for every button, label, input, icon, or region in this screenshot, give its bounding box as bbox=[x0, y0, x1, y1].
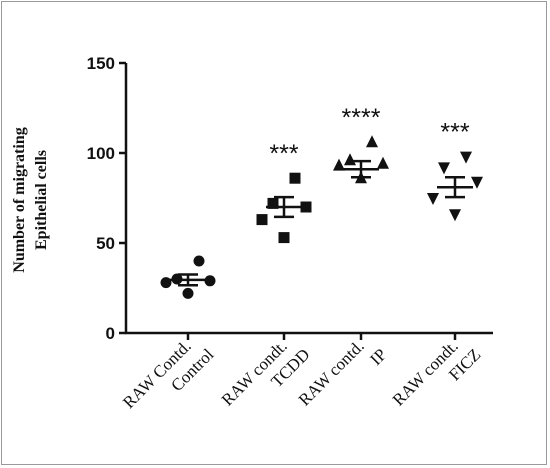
data-point-triangle-up bbox=[344, 153, 356, 166]
data-point-square bbox=[278, 232, 290, 244]
data-point-triangle-up bbox=[366, 135, 378, 148]
y-axis-title-line: Number of migrating bbox=[11, 127, 28, 272]
data-point-square bbox=[300, 201, 312, 213]
y-tick-label: 100 bbox=[87, 144, 115, 163]
data-point-triangle-down bbox=[449, 209, 461, 222]
data-point-circle bbox=[204, 275, 216, 287]
axes bbox=[124, 63, 493, 335]
significance-labels: ********** bbox=[269, 104, 469, 168]
data-point-triangle-up bbox=[333, 158, 345, 171]
data-point-triangle-down bbox=[438, 162, 450, 175]
y-axis-title-line: Epithelial cells bbox=[33, 150, 50, 250]
y-ticks: 0 50 100 150 bbox=[87, 54, 126, 343]
x-category-label: RAW Contd.Control bbox=[119, 329, 218, 428]
y-axis-label: Number of migrating Epithelial cells bbox=[11, 127, 50, 272]
data-point-square bbox=[289, 172, 301, 184]
x-category-label-line: RAW contd. bbox=[295, 336, 368, 409]
data-point-triangle-down bbox=[460, 151, 472, 164]
data-point-circle bbox=[193, 255, 205, 267]
data-point-triangle-down bbox=[427, 193, 439, 205]
significance-label: *** bbox=[440, 119, 469, 147]
x-category-label: RAW condt.FICZ bbox=[389, 329, 485, 425]
data-point-circle bbox=[160, 277, 172, 289]
x-category-label: RAW contd.IP bbox=[295, 329, 391, 425]
x-category-label: RAW condt.TCDD bbox=[218, 329, 314, 425]
y-tick-label: 150 bbox=[87, 54, 115, 73]
data-point-square bbox=[256, 214, 268, 226]
data-point-triangle-down bbox=[471, 176, 483, 189]
x-category-label-line: IP bbox=[366, 345, 390, 369]
data-marks bbox=[160, 135, 483, 299]
y-tick-label: 50 bbox=[96, 234, 115, 253]
y-axis-title: Number of migrating Epithelial cells bbox=[11, 127, 50, 272]
significance-label: **** bbox=[342, 104, 381, 132]
mean-sem-bars bbox=[170, 159, 473, 287]
data-point-circle bbox=[182, 287, 194, 299]
significance-label: *** bbox=[269, 140, 298, 168]
y-tick-label: 0 bbox=[106, 324, 115, 343]
data-point-square bbox=[267, 197, 279, 209]
data-point-triangle-up bbox=[377, 156, 389, 169]
